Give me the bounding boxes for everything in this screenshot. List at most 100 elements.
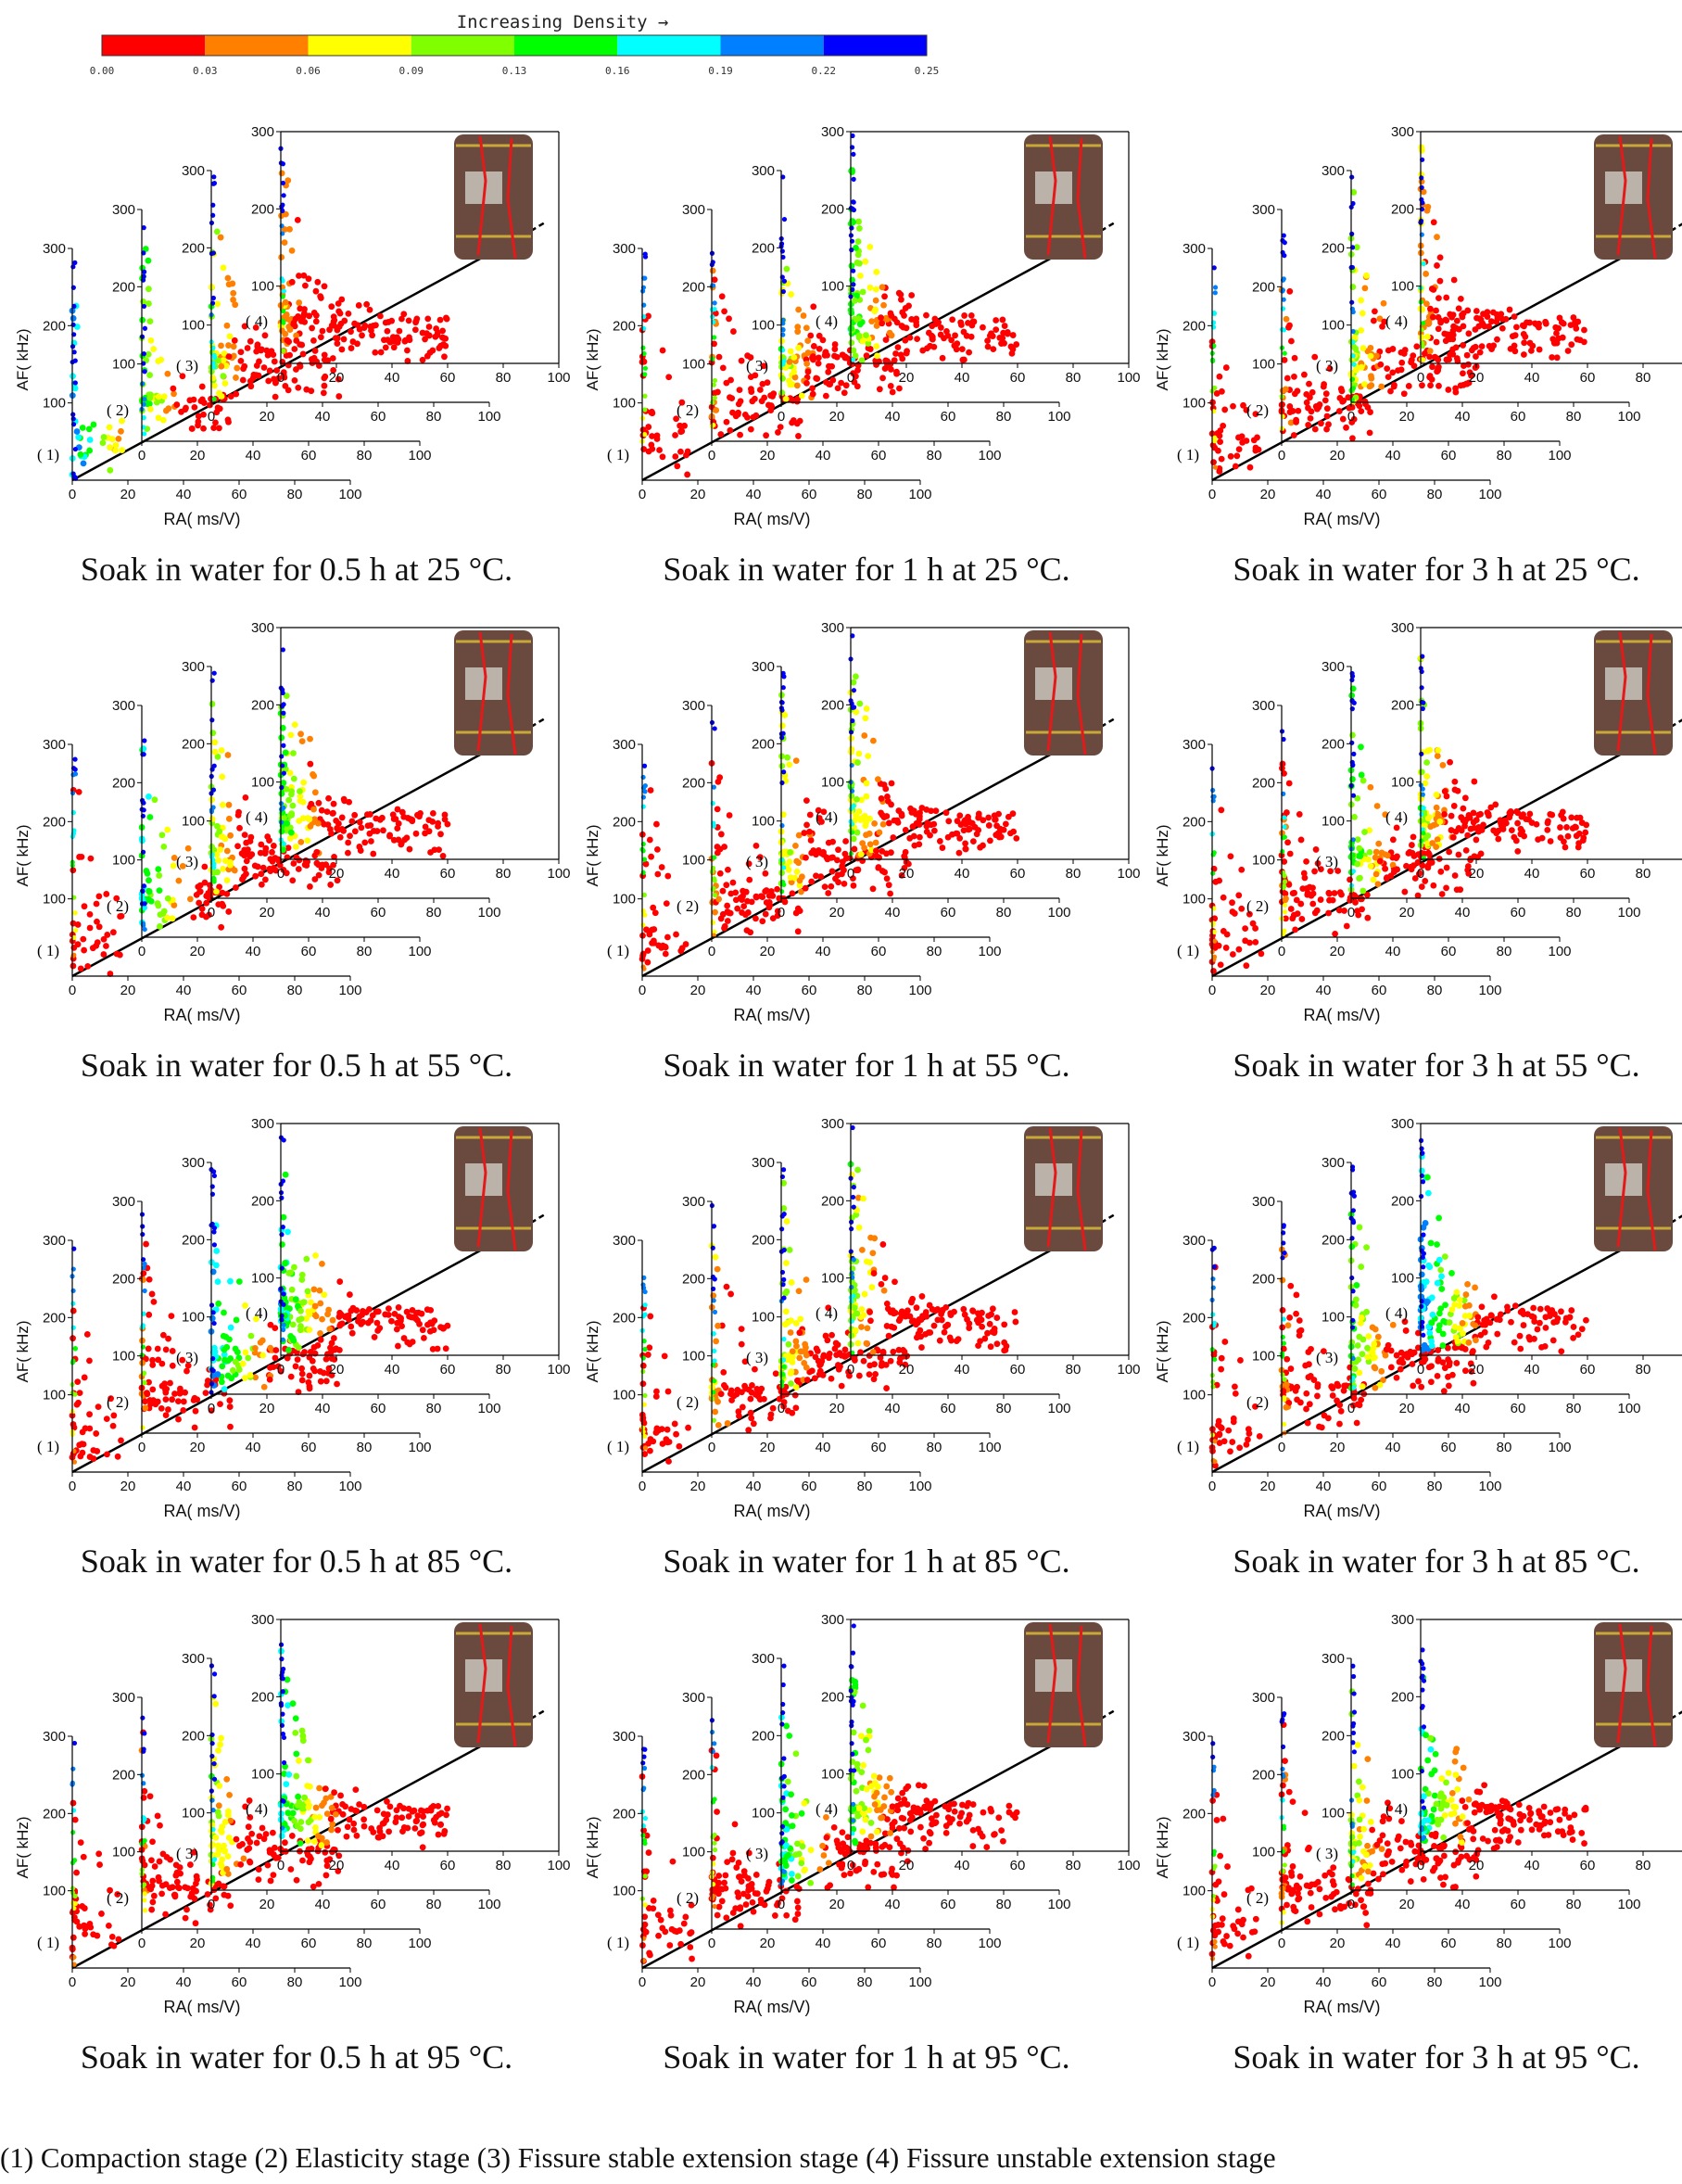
data-point [674,463,681,470]
x-tick-label: 60 [301,448,317,463]
data-point [234,843,241,850]
data-point [642,912,648,918]
y-tick-label: 300 [752,1155,775,1171]
data-point [879,284,886,291]
data-point [648,853,654,860]
x-tick-label: 80 [1636,866,1651,882]
data-point [162,1412,170,1418]
data-point [759,918,766,925]
data-point [336,833,344,841]
x-tick-label: 60 [1010,866,1026,882]
colorbar-tick-label: 0.25 [915,65,940,77]
data-point [221,380,229,387]
x-tick-label: 60 [941,905,956,921]
y-tick-label: 100 [43,1388,66,1403]
data-point [780,288,786,295]
data-point [368,838,374,844]
data-point [281,374,288,381]
data-point [73,428,81,435]
data-point [664,1388,672,1395]
data-point [377,349,385,356]
data-point [1252,925,1258,932]
data-point [1377,361,1385,368]
data-point [171,855,178,861]
stage-label: ( 3) [1316,853,1338,870]
data-point [317,1300,324,1307]
data-point [1211,929,1217,934]
data-point [917,833,923,841]
data-point [640,774,646,781]
data-point [215,1300,222,1307]
data-point [86,447,94,454]
data-point [1357,895,1364,903]
x-tick-label: 40 [1316,983,1332,998]
data-point [317,1329,323,1337]
data-point [165,1335,171,1342]
data-point [797,1315,804,1323]
data-point [780,1371,786,1378]
data-point [918,1293,926,1300]
data-point [81,946,88,954]
data-point [278,170,285,177]
data-point [435,823,441,830]
data-point [444,1322,451,1329]
data-point [737,431,743,438]
data-point [1428,286,1435,292]
data-point [395,1342,401,1350]
data-point [908,316,916,323]
y-tick-label: 200 [43,1310,66,1326]
data-point [284,315,290,323]
data-point [640,964,646,970]
y-tick-label: 300 [682,202,705,218]
data-point [217,1401,223,1408]
data-point [1282,350,1287,356]
data-point [338,1320,346,1327]
data-point [1350,339,1356,345]
data-point [1438,891,1446,897]
data-point [787,348,794,355]
data-point [1455,851,1462,858]
y-tick-label: 200 [752,1232,775,1248]
data-point [394,1319,401,1327]
data-point [390,344,398,351]
data-point [1281,357,1288,363]
data-point [721,922,728,930]
scatter-panel: 0 20 40 60 80 100 100 200 300( 1) 0 20 40 60 80 100 100… [14,1112,575,1580]
data-point [1284,1355,1291,1363]
data-point [439,327,447,335]
data-point [641,763,648,768]
data-point [1458,827,1465,834]
data-point [396,1314,402,1320]
x-tick-label: 0 [1278,448,1285,463]
data-point [1463,351,1471,359]
data-point [211,1242,218,1248]
data-point [1443,294,1450,301]
specimen-crack [1616,135,1627,256]
x-tick-label: 100 [408,448,431,463]
data-point [849,225,854,231]
data-point [1471,778,1478,785]
data-point [1213,390,1220,397]
data-point [640,345,646,350]
data-point [406,845,413,853]
data-point [1240,401,1246,409]
data-point [710,400,715,405]
data-point [738,1326,745,1333]
data-point [872,297,879,304]
x-tick-label: 0 [1347,905,1355,921]
data-point [1385,347,1392,354]
data-point [210,875,217,881]
data-point [300,272,308,279]
data-point [985,814,993,821]
data-point [210,295,216,301]
data-point [1314,859,1322,867]
data-point [1220,422,1227,429]
data-point [795,344,803,351]
data-point [1549,354,1556,361]
data-point [1450,803,1458,809]
data-point [233,390,240,398]
data-point [328,830,335,837]
data-point [72,927,79,933]
data-point [223,877,231,884]
